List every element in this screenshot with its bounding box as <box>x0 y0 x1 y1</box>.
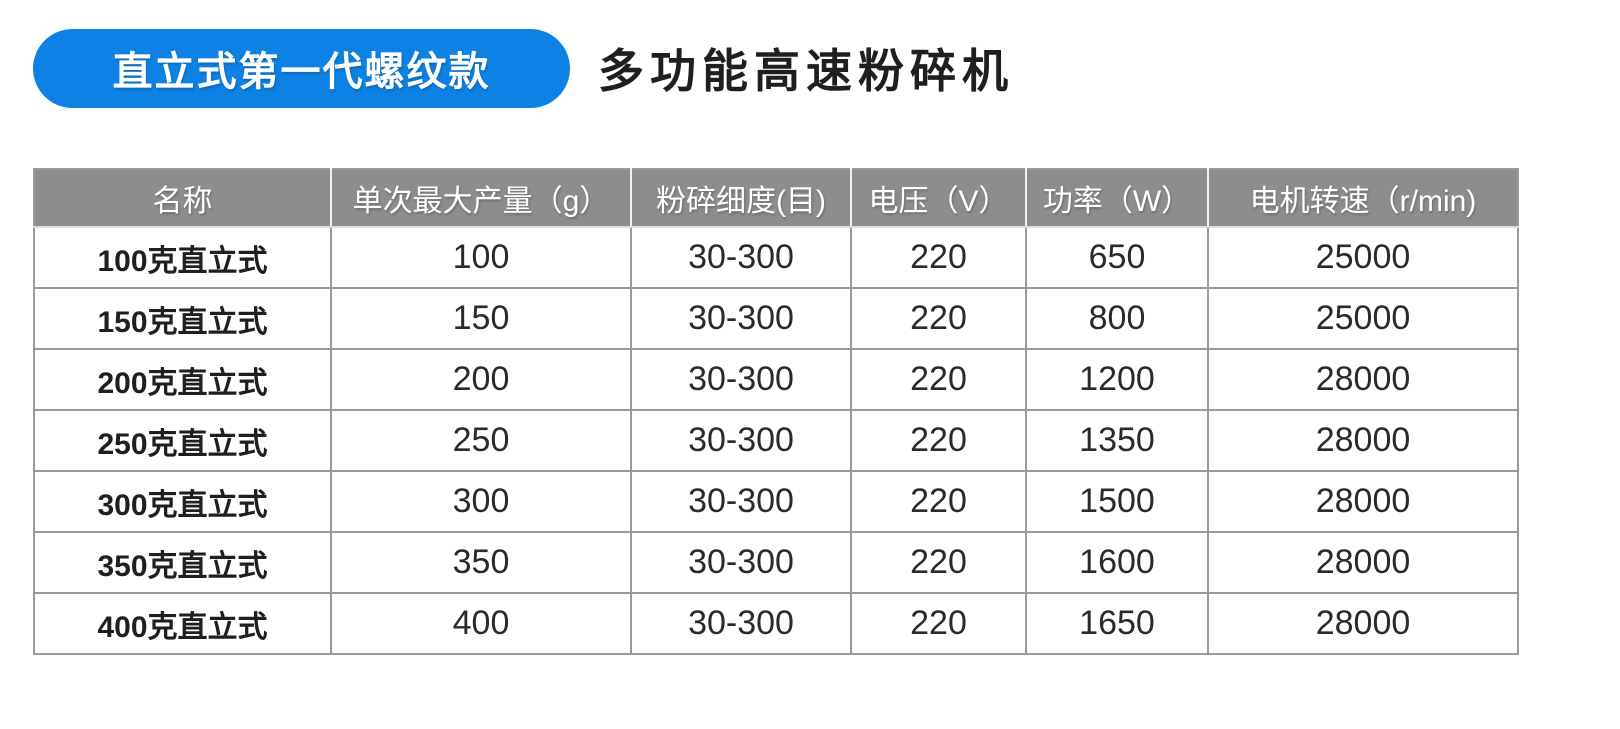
cell-max-output: 100 <box>330 226 632 289</box>
cell-max-output: 250 <box>330 409 632 472</box>
cell-speed: 28000 <box>1207 348 1519 411</box>
spec-table: 名称 单次最大产量（g） 粉碎细度(目) 电压（V） 功率（W） 电机转速（r/… <box>33 168 1519 655</box>
table-row: 200克直立式 200 30-300 220 1200 28000 <box>33 348 1519 411</box>
column-header-voltage: 电压（V） <box>850 169 1026 228</box>
cell-fineness: 30-300 <box>630 592 852 655</box>
cell-voltage: 220 <box>850 409 1027 472</box>
cell-fineness: 30-300 <box>630 470 852 533</box>
cell-power: 1650 <box>1025 592 1209 655</box>
column-header-fineness: 粉碎细度(目) <box>630 169 851 228</box>
cell-fineness: 30-300 <box>630 531 852 594</box>
column-header-speed: 电机转速（r/min) <box>1207 169 1518 228</box>
cell-model-name: 150克直立式 <box>33 287 332 350</box>
cell-speed: 28000 <box>1207 470 1519 533</box>
table-row: 150克直立式 150 30-300 220 800 25000 <box>33 287 1519 350</box>
cell-speed: 28000 <box>1207 409 1519 472</box>
column-header-max-output: 单次最大产量（g） <box>330 169 631 228</box>
cell-power: 650 <box>1025 226 1209 289</box>
cell-max-output: 300 <box>330 470 632 533</box>
cell-fineness: 30-300 <box>630 287 852 350</box>
cell-max-output: 150 <box>330 287 632 350</box>
column-header-name: 名称 <box>34 169 331 228</box>
cell-speed: 28000 <box>1207 592 1519 655</box>
cell-max-output: 400 <box>330 592 632 655</box>
cell-speed: 25000 <box>1207 287 1519 350</box>
cell-speed: 28000 <box>1207 531 1519 594</box>
cell-voltage: 220 <box>850 470 1027 533</box>
cell-power: 1600 <box>1025 531 1209 594</box>
cell-voltage: 220 <box>850 531 1027 594</box>
cell-voltage: 220 <box>850 287 1027 350</box>
cell-fineness: 30-300 <box>630 409 852 472</box>
cell-model-name: 250克直立式 <box>33 409 332 472</box>
cell-model-name: 100克直立式 <box>33 226 332 289</box>
cell-power: 800 <box>1025 287 1209 350</box>
cell-power: 1500 <box>1025 470 1209 533</box>
cell-voltage: 220 <box>850 592 1027 655</box>
cell-max-output: 350 <box>330 531 632 594</box>
table-row: 350克直立式 350 30-300 220 1600 28000 <box>33 531 1519 594</box>
cell-voltage: 220 <box>850 226 1027 289</box>
cell-voltage: 220 <box>850 348 1027 411</box>
cell-fineness: 30-300 <box>630 226 852 289</box>
model-series-badge: 直立式第一代螺纹款 <box>33 28 570 108</box>
cell-model-name: 200克直立式 <box>33 348 332 411</box>
table-row: 300克直立式 300 30-300 220 1500 28000 <box>33 470 1519 533</box>
model-series-badge-label: 直立式第一代螺纹款 <box>112 50 491 94</box>
page-header: 直立式第一代螺纹款 多功能高速粉碎机 <box>0 0 1620 108</box>
spec-table-header-row: 名称 单次最大产量（g） 粉碎细度(目) 电压（V） 功率（W） 电机转速（r/… <box>34 169 1518 228</box>
cell-model-name: 350克直立式 <box>33 531 332 594</box>
column-header-power: 功率（W） <box>1025 169 1208 228</box>
table-row: 250克直立式 250 30-300 220 1350 28000 <box>33 409 1519 472</box>
cell-fineness: 30-300 <box>630 348 852 411</box>
cell-max-output: 200 <box>330 348 632 411</box>
cell-power: 1350 <box>1025 409 1209 472</box>
table-row: 100克直立式 100 30-300 220 650 25000 <box>33 226 1519 289</box>
product-title: 多功能高速粉碎机 <box>598 45 1014 97</box>
cell-power: 1200 <box>1025 348 1209 411</box>
cell-speed: 25000 <box>1207 226 1519 289</box>
table-row: 400克直立式 400 30-300 220 1650 28000 <box>33 592 1519 655</box>
cell-model-name: 300克直立式 <box>33 470 332 533</box>
cell-model-name: 400克直立式 <box>33 592 332 655</box>
